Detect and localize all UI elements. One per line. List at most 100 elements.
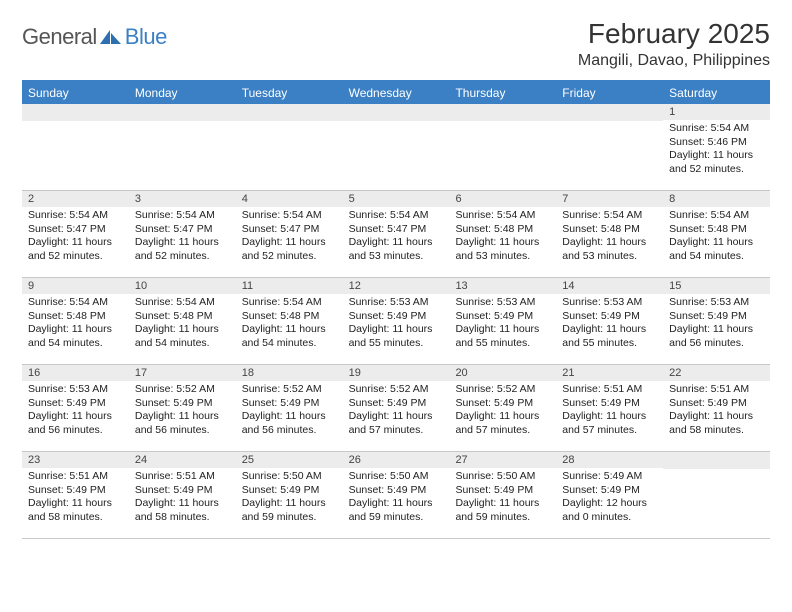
day-line: Daylight: 11 hours and 55 minutes. <box>349 323 444 350</box>
month-title: February 2025 <box>578 18 770 50</box>
day-line: Daylight: 11 hours and 58 minutes. <box>135 497 230 524</box>
day-line: Sunrise: 5:51 AM <box>135 470 230 484</box>
day-body <box>556 121 663 127</box>
day-body <box>236 121 343 127</box>
day-line: Sunrise: 5:53 AM <box>669 296 764 310</box>
day-line: Daylight: 11 hours and 53 minutes. <box>455 236 550 263</box>
day-cell: 15 Sunrise: 5:53 AMSunset: 5:49 PMDayligh… <box>663 278 770 364</box>
day-line: Sunrise: 5:52 AM <box>135 383 230 397</box>
day-line: Daylight: 11 hours and 52 minutes. <box>669 149 764 176</box>
day-line: Daylight: 11 hours and 55 minutes. <box>455 323 550 350</box>
day-cell: 12Sunrise: 5:53 AMSunset: 5:49 PMDayligh… <box>343 278 450 364</box>
day-line: Sunrise: 5:49 AM <box>562 470 657 484</box>
day-line: Daylight: 11 hours and 54 minutes. <box>242 323 337 350</box>
day-cell: 21Sunrise: 5:51 AMSunset: 5:49 PMDayligh… <box>556 365 663 451</box>
day-body: Sunrise: 5:50 AMSunset: 5:49 PMDaylight:… <box>343 468 450 529</box>
day-line: Daylight: 11 hours and 58 minutes. <box>669 410 764 437</box>
day-number: 4 <box>236 191 343 207</box>
day-body: Sunrise: 5:54 AMSunset: 5:46 PMDaylight:… <box>663 120 770 181</box>
day-cell: 9Sunrise: 5:54 AMSunset: 5:48 PMDaylight… <box>22 278 129 364</box>
day-line: Sunset: 5:49 PM <box>669 310 764 324</box>
day-line: Sunset: 5:48 PM <box>135 310 230 324</box>
day-line: Sunset: 5:48 PM <box>562 223 657 237</box>
day-line: Sunrise: 5:53 AM <box>562 296 657 310</box>
day-cell <box>129 104 236 190</box>
page-header: General Blue February 2025 Mangili, Dava… <box>22 18 770 70</box>
day-cell: 23Sunrise: 5:51 AMSunset: 5:49 PMDayligh… <box>22 452 129 538</box>
day-number: 24 <box>129 452 236 468</box>
day-line: Daylight: 11 hours and 56 minutes. <box>135 410 230 437</box>
day-number: 27 <box>449 452 556 468</box>
day-line: Daylight: 11 hours and 56 minutes. <box>242 410 337 437</box>
day-number: 3 <box>129 191 236 207</box>
week-row: 23Sunrise: 5:51 AMSunset: 5:49 PMDayligh… <box>22 452 770 539</box>
day-line: Sunset: 5:49 PM <box>562 484 657 498</box>
day-number: 20 <box>449 365 556 381</box>
day-line: Sunset: 5:46 PM <box>669 136 764 150</box>
day-header: Wednesday <box>343 82 450 104</box>
day-number: 28 <box>556 452 663 468</box>
day-line: Daylight: 11 hours and 55 minutes. <box>562 323 657 350</box>
day-line: Sunset: 5:49 PM <box>455 397 550 411</box>
day-line: Sunrise: 5:52 AM <box>455 383 550 397</box>
day-line: Daylight: 12 hours and 0 minutes. <box>562 497 657 524</box>
day-line: Sunset: 5:49 PM <box>242 397 337 411</box>
day-number <box>449 104 556 121</box>
day-cell: 3Sunrise: 5:54 AMSunset: 5:47 PMDaylight… <box>129 191 236 277</box>
day-number: 11 <box>236 278 343 294</box>
day-line: Daylight: 11 hours and 54 minutes. <box>135 323 230 350</box>
day-line: Sunset: 5:49 PM <box>242 484 337 498</box>
day-body <box>129 121 236 127</box>
day-line: Sunrise: 5:54 AM <box>135 209 230 223</box>
day-cell: 14Sunrise: 5:53 AMSunset: 5:49 PMDayligh… <box>556 278 663 364</box>
day-body: Sunrise: 5:54 AMSunset: 5:47 PMDaylight:… <box>129 207 236 268</box>
day-cell: 10Sunrise: 5:54 AMSunset: 5:48 PMDayligh… <box>129 278 236 364</box>
day-line: Sunset: 5:49 PM <box>455 484 550 498</box>
day-cell: 18Sunrise: 5:52 AMSunset: 5:49 PMDayligh… <box>236 365 343 451</box>
day-line: Daylight: 11 hours and 52 minutes. <box>135 236 230 263</box>
day-number: 12 <box>343 278 450 294</box>
day-cell: 2Sunrise: 5:54 AMSunset: 5:47 PMDaylight… <box>22 191 129 277</box>
day-line: Sunrise: 5:50 AM <box>242 470 337 484</box>
day-line: Sunrise: 5:53 AM <box>28 383 123 397</box>
weeks-container: 1Sunrise: 5:54 AMSunset: 5:46 PMDaylight… <box>22 104 770 539</box>
day-number <box>22 104 129 121</box>
day-line: Daylight: 11 hours and 56 minutes. <box>669 323 764 350</box>
day-body: Sunrise: 5:51 AMSunset: 5:49 PMDaylight:… <box>663 381 770 442</box>
day-number <box>663 452 770 469</box>
day-cell: 24Sunrise: 5:51 AMSunset: 5:49 PMDayligh… <box>129 452 236 538</box>
day-number: 25 <box>236 452 343 468</box>
day-cell: 13Sunrise: 5:53 AMSunset: 5:49 PMDayligh… <box>449 278 556 364</box>
day-number: 1 <box>663 104 770 120</box>
day-line: Sunset: 5:49 PM <box>28 484 123 498</box>
day-line: Daylight: 11 hours and 59 minutes. <box>455 497 550 524</box>
day-cell <box>22 104 129 190</box>
logo-text-blue: Blue <box>125 24 167 50</box>
day-number: 14 <box>556 278 663 294</box>
day-line: Sunrise: 5:50 AM <box>349 470 444 484</box>
day-line: Daylight: 11 hours and 53 minutes. <box>349 236 444 263</box>
week-row: 1Sunrise: 5:54 AMSunset: 5:46 PMDaylight… <box>22 104 770 191</box>
day-body: Sunrise: 5:54 AMSunset: 5:47 PMDaylight:… <box>236 207 343 268</box>
day-line: Daylight: 11 hours and 57 minutes. <box>562 410 657 437</box>
week-row: 9Sunrise: 5:54 AMSunset: 5:48 PMDaylight… <box>22 278 770 365</box>
day-line: Daylight: 11 hours and 54 minutes. <box>28 323 123 350</box>
day-number <box>236 104 343 121</box>
day-number: 23 <box>22 452 129 468</box>
day-number: 16 <box>22 365 129 381</box>
day-line: Sunrise: 5:51 AM <box>28 470 123 484</box>
day-line: Sunset: 5:47 PM <box>135 223 230 237</box>
day-body: Sunrise: 5:54 AMSunset: 5:48 PMDaylight:… <box>236 294 343 355</box>
day-cell: 28 Sunrise: 5:49 AMSunset: 5:49 PMDayligh… <box>556 452 663 538</box>
day-number: 22 <box>663 365 770 381</box>
day-body: Sunrise: 5:51 AMSunset: 5:49 PMDaylight:… <box>129 468 236 529</box>
day-cell: 25Sunrise: 5:50 AMSunset: 5:49 PMDayligh… <box>236 452 343 538</box>
day-body: Sunrise: 5:53 AMSunset: 5:49 PMDaylight:… <box>343 294 450 355</box>
day-number: 15 <box>663 278 770 294</box>
day-number: 18 <box>236 365 343 381</box>
day-line: Daylight: 11 hours and 52 minutes. <box>242 236 337 263</box>
day-cell: 27 Sunrise: 5:50 AMSunset: 5:49 PMDayligh… <box>449 452 556 538</box>
day-body: Sunrise: 5:51 AMSunset: 5:49 PMDaylight:… <box>556 381 663 442</box>
day-line: Sunrise: 5:50 AM <box>455 470 550 484</box>
day-line: Sunrise: 5:54 AM <box>28 209 123 223</box>
